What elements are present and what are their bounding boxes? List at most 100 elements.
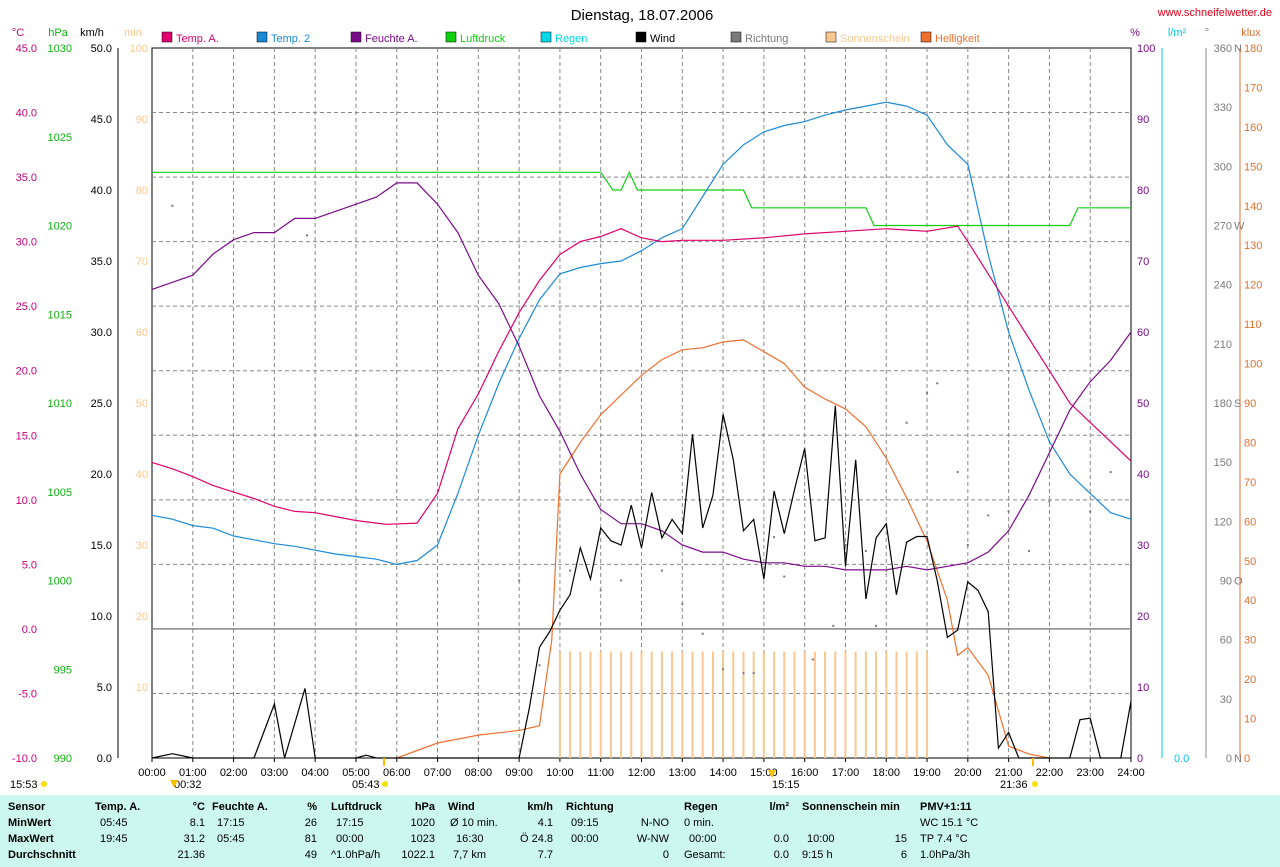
direction-tick-label: 0	[1226, 753, 1232, 765]
hpa-tick-label: 995	[54, 664, 72, 676]
x-tick-label: 18:00	[872, 767, 900, 779]
temp-tick-label: 40.0	[16, 108, 37, 120]
hpa-tick-label: 1020	[48, 221, 72, 233]
x-tick-label: 23:00	[1076, 767, 1104, 779]
stats-pmv-title: PMV+1:11	[920, 801, 972, 813]
direction-tick-label: 360	[1214, 43, 1232, 55]
direction-point	[752, 672, 755, 675]
x-tick-label: 12:00	[628, 767, 656, 779]
x-tick-label: 00:00	[138, 767, 166, 779]
kmh-tick-label: 5.0	[97, 682, 112, 694]
stats-cell: W-NW	[636, 833, 669, 845]
min-tick-label: 60	[136, 327, 148, 339]
legend-swatch	[730, 31, 742, 43]
direction-compass-label: N	[1234, 43, 1242, 55]
stats-cell: 1.0hPa/3h	[920, 849, 971, 861]
temp-tick-label: 10.0	[16, 495, 37, 507]
direction-compass-label: S	[1234, 398, 1241, 410]
stats-cell: 0.0	[773, 833, 789, 845]
kmh-tick-label: 40.0	[91, 185, 112, 197]
x-tick-label: 09:00	[505, 767, 533, 779]
stats-cell: 7,7 km	[453, 849, 487, 861]
direction-point	[1130, 336, 1132, 339]
min-tick-label: 20	[136, 611, 148, 623]
direction-tick-label: 60	[1220, 635, 1232, 647]
stats-cell: TP 7.4 °C	[920, 833, 968, 845]
sunrise-icon	[382, 781, 388, 787]
stats-temp-unit: °C	[192, 801, 205, 813]
series-line-temp-a-	[151, 225, 1132, 525]
stats-luftdruck-title: Luftdruck	[331, 801, 382, 813]
stats-cell: Ø 10 min.	[450, 817, 498, 829]
kmh-tick-label: 30.0	[91, 327, 112, 339]
stats-luftdruck: Luftdruck hPa 17:15 1020 00:00 1023 ^1.0…	[331, 795, 435, 867]
direction-point	[660, 569, 663, 572]
x-tick-label: 06:00	[383, 767, 411, 779]
stats-wind: Wind km/h Ø 10 min. 4.1 16:30 Ö 24.8 7,7…	[448, 795, 553, 867]
stats-feuchte: Feuchte A. % 17:15 26 05:45 81 49	[212, 795, 317, 867]
stats-cell: 17:15	[217, 817, 245, 829]
axis-unit-label: hPa	[48, 27, 68, 39]
stats-feuchte-title: Feuchte A.	[212, 801, 268, 813]
direction-point	[1028, 549, 1031, 552]
legend: Temp. A. Temp. 2 Feuchte A. Luftdruck Regen W…	[161, 31, 980, 45]
kmh-tick-label: 35.0	[91, 256, 112, 268]
direction-point	[844, 544, 847, 546]
stats-cell: 00:00	[336, 833, 364, 845]
legend-label: Helligkeit	[935, 33, 980, 45]
legend-label: Sonnenschein	[840, 33, 910, 45]
row-label: Durchschnitt	[8, 849, 76, 861]
klux-tick-label: 140	[1244, 201, 1262, 213]
sunset-time: 21:36	[1000, 779, 1028, 791]
x-tick-label: 16:00	[791, 767, 819, 779]
direction-point	[1109, 471, 1112, 474]
grid-lines	[152, 48, 1131, 758]
kmh-tick-label: 45.0	[91, 114, 112, 126]
direction-point	[936, 382, 939, 385]
legend-label: Feuchte A.	[365, 33, 418, 45]
site-url[interactable]: www.schneifelwetter.de	[1157, 7, 1272, 19]
temp-tick-label: 30.0	[16, 237, 37, 249]
x-tick-label: 07:00	[424, 767, 452, 779]
legend-label: Richtung	[745, 33, 788, 45]
direction-point	[569, 569, 572, 572]
direction-point	[905, 421, 908, 424]
row-label: MinWert	[8, 817, 52, 829]
humidity-tick-label: 70	[1137, 256, 1149, 268]
klux-tick-label: 70	[1244, 477, 1256, 489]
stats-cell: 10:00	[807, 833, 835, 845]
legend-label: Regen	[555, 33, 587, 45]
humidity-tick-label: 90	[1137, 114, 1149, 126]
direction-tick-label: 300	[1214, 161, 1232, 173]
direction-point	[1048, 500, 1051, 503]
direction-point	[773, 536, 776, 539]
temp-tick-label: -5.0	[18, 688, 37, 700]
direction-point	[1089, 510, 1092, 513]
stats-cell: 0	[662, 849, 669, 861]
temp-tick-label: 15.0	[16, 430, 37, 442]
x-tick-label: 01:00	[179, 767, 207, 779]
temp-tick-label: 45.0	[16, 43, 37, 55]
klux-tick-label: 100	[1244, 359, 1262, 371]
humidity-tick-label: 0	[1137, 753, 1143, 765]
x-tick-label: 03:00	[261, 767, 289, 779]
stats-pmv: PMV+1:11 WC 15.1 °C TP 7.4 °C 1.0hPa/3h	[920, 795, 1040, 867]
direction-point	[306, 234, 309, 237]
hpa-tick-label: 1015	[48, 309, 72, 321]
min-tick-label: 100	[130, 43, 148, 55]
stats-temp-title: Temp. A.	[95, 801, 141, 813]
kmh-tick-label: 20.0	[91, 469, 112, 481]
direction-tick-label: 180	[1214, 398, 1232, 410]
hpa-tick-label: 1005	[48, 487, 72, 499]
legend-swatch	[920, 31, 932, 43]
direction-point	[599, 589, 602, 592]
hpa-tick-label: 1030	[48, 43, 72, 55]
stats-cell: 21.36	[177, 849, 205, 861]
humidity-tick-label: 80	[1137, 185, 1149, 197]
direction-point	[926, 392, 929, 395]
axis-unit-label: min	[124, 27, 142, 39]
klux-tick-label: 30	[1244, 635, 1256, 647]
stats-cell: 1020	[410, 817, 435, 829]
stats-cell: 05:45	[100, 817, 128, 829]
legend-label: Wind	[650, 33, 675, 45]
